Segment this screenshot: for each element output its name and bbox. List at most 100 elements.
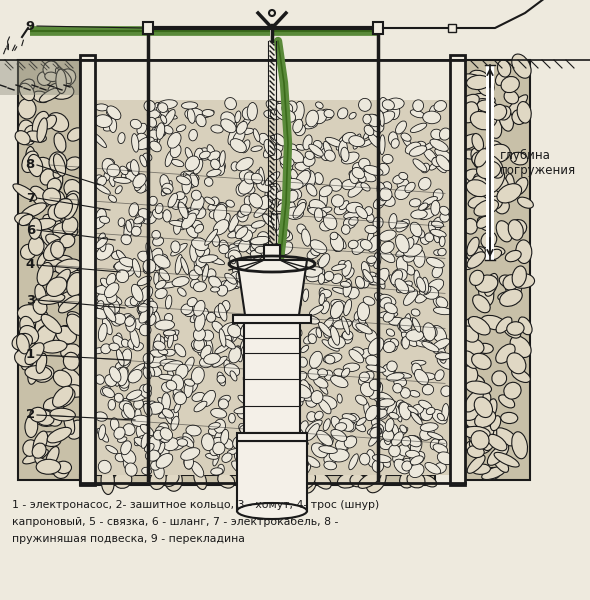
Ellipse shape	[385, 419, 394, 432]
Ellipse shape	[171, 375, 183, 390]
Ellipse shape	[423, 197, 437, 205]
Ellipse shape	[422, 385, 434, 395]
Ellipse shape	[211, 159, 220, 169]
Ellipse shape	[343, 299, 352, 316]
Ellipse shape	[229, 347, 241, 363]
Ellipse shape	[293, 119, 303, 133]
Ellipse shape	[235, 225, 247, 239]
Ellipse shape	[205, 178, 213, 187]
Ellipse shape	[246, 389, 259, 401]
Ellipse shape	[171, 416, 179, 430]
Ellipse shape	[324, 271, 334, 281]
Ellipse shape	[38, 235, 55, 253]
Ellipse shape	[195, 224, 204, 233]
Ellipse shape	[209, 210, 221, 219]
Ellipse shape	[419, 427, 434, 440]
Ellipse shape	[257, 232, 269, 244]
Ellipse shape	[26, 146, 35, 166]
Ellipse shape	[342, 179, 356, 190]
Ellipse shape	[389, 445, 401, 457]
Ellipse shape	[265, 172, 280, 185]
Ellipse shape	[257, 181, 271, 193]
Ellipse shape	[213, 452, 219, 466]
Ellipse shape	[362, 262, 370, 277]
Ellipse shape	[250, 242, 257, 251]
Ellipse shape	[187, 176, 199, 187]
Ellipse shape	[64, 412, 75, 434]
Ellipse shape	[221, 430, 229, 445]
Ellipse shape	[143, 384, 152, 393]
Ellipse shape	[163, 331, 178, 341]
Ellipse shape	[159, 374, 175, 380]
Ellipse shape	[175, 344, 186, 357]
Ellipse shape	[124, 222, 142, 230]
Ellipse shape	[191, 190, 201, 200]
Ellipse shape	[306, 424, 319, 440]
Ellipse shape	[360, 382, 374, 397]
Ellipse shape	[67, 420, 85, 439]
Ellipse shape	[111, 306, 119, 314]
Ellipse shape	[165, 151, 173, 167]
Ellipse shape	[55, 461, 71, 473]
Polygon shape	[237, 260, 307, 315]
Ellipse shape	[181, 257, 189, 274]
Ellipse shape	[433, 189, 443, 200]
Ellipse shape	[284, 110, 296, 122]
Ellipse shape	[332, 274, 343, 283]
Ellipse shape	[291, 427, 301, 437]
Ellipse shape	[116, 349, 124, 366]
Ellipse shape	[164, 349, 175, 356]
Ellipse shape	[168, 133, 181, 148]
Ellipse shape	[163, 210, 171, 222]
Ellipse shape	[332, 195, 344, 207]
Ellipse shape	[496, 221, 512, 242]
Ellipse shape	[56, 388, 75, 407]
Ellipse shape	[390, 221, 408, 228]
Ellipse shape	[261, 410, 276, 418]
Text: капроновый, 5 - связка, 6 - шланг, 7 - электрокабель, 8 -: капроновый, 5 - связка, 6 - шланг, 7 - э…	[12, 517, 339, 527]
Ellipse shape	[461, 102, 478, 123]
Ellipse shape	[501, 412, 518, 424]
Ellipse shape	[422, 286, 439, 299]
Ellipse shape	[261, 287, 270, 303]
Ellipse shape	[211, 409, 227, 418]
Ellipse shape	[194, 207, 206, 218]
Ellipse shape	[308, 368, 320, 380]
Ellipse shape	[125, 296, 140, 308]
Ellipse shape	[342, 331, 353, 340]
Ellipse shape	[412, 363, 422, 377]
Ellipse shape	[104, 172, 110, 181]
Ellipse shape	[152, 230, 160, 239]
Ellipse shape	[236, 184, 247, 196]
Ellipse shape	[139, 324, 151, 336]
Ellipse shape	[139, 211, 156, 224]
Ellipse shape	[163, 361, 183, 371]
Ellipse shape	[199, 255, 218, 263]
Ellipse shape	[268, 371, 286, 382]
Ellipse shape	[168, 367, 175, 385]
Ellipse shape	[297, 199, 306, 209]
Ellipse shape	[94, 175, 103, 184]
Ellipse shape	[146, 243, 152, 262]
Ellipse shape	[62, 194, 78, 219]
Ellipse shape	[194, 328, 205, 341]
Ellipse shape	[97, 301, 104, 308]
Ellipse shape	[93, 217, 106, 229]
Ellipse shape	[465, 169, 493, 185]
Ellipse shape	[35, 284, 46, 304]
Ellipse shape	[389, 214, 397, 229]
Ellipse shape	[49, 152, 67, 173]
Ellipse shape	[258, 385, 266, 393]
Ellipse shape	[140, 385, 151, 398]
Ellipse shape	[505, 174, 514, 199]
Ellipse shape	[384, 364, 395, 376]
Ellipse shape	[372, 460, 384, 472]
Ellipse shape	[469, 70, 490, 86]
Ellipse shape	[365, 225, 377, 233]
Ellipse shape	[122, 339, 129, 347]
Ellipse shape	[249, 335, 257, 343]
Ellipse shape	[467, 446, 484, 458]
Ellipse shape	[117, 437, 127, 442]
Ellipse shape	[241, 140, 250, 153]
Ellipse shape	[145, 450, 160, 461]
